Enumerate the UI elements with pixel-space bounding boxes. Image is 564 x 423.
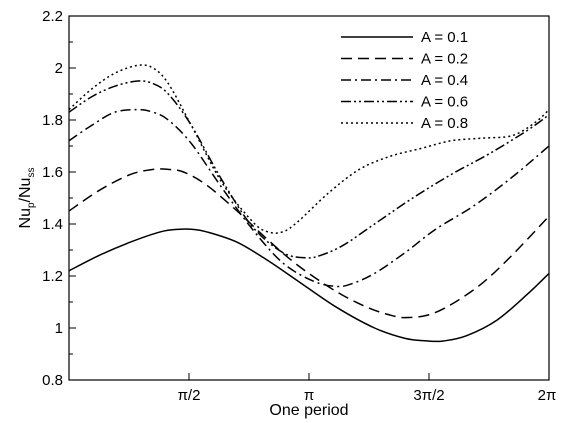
- y-tick-label: 1.6: [42, 164, 63, 181]
- series-line-1: [68, 228, 550, 343]
- series-line-3: [68, 108, 550, 288]
- y-tick-label: 1: [55, 320, 63, 337]
- y-label-main: Nu: [17, 208, 34, 228]
- series-line-2: [68, 168, 550, 319]
- y-tick-label: 0.8: [42, 372, 63, 389]
- x-tick-labels: π/2 π 3π/2 2π: [178, 387, 557, 404]
- series-line-5: [68, 64, 550, 234]
- legend: A = 0.1 A = 0.2 A = 0.4 A = 0.6 A = 0.8: [341, 29, 468, 132]
- y-label-sub-p: p: [26, 202, 37, 208]
- legend-label-5: A = 0.8: [421, 115, 468, 132]
- series-lines: [68, 64, 550, 343]
- x-tick-label: π: [304, 387, 314, 404]
- legend-label-3: A = 0.4: [421, 72, 468, 89]
- series-line-4: [68, 80, 550, 259]
- y-tick-label: 2: [55, 60, 63, 77]
- x-axis-label: One period: [269, 402, 348, 419]
- legend-label-1: A = 0.1: [421, 29, 468, 46]
- y-tick-label: 1.2: [42, 268, 63, 285]
- y-tick-labels: 0.8 1 1.2 1.4 1.6 1.8 2 2.2: [42, 8, 63, 389]
- legend-label-2: A = 0.2: [421, 51, 468, 68]
- axis-ticks: [69, 15, 550, 381]
- y-label-sub-ss: ss: [26, 168, 37, 178]
- x-tick-label: 3π/2: [413, 387, 444, 404]
- x-tick-label: 2π: [538, 387, 557, 404]
- plot-frame: [68, 15, 550, 381]
- x-tick-label: π/2: [178, 387, 201, 404]
- y-axis-label: Nup/Nuss: [17, 168, 37, 229]
- y-tick-label: 2.2: [42, 8, 63, 25]
- y-label-mid: /Nu: [17, 178, 34, 203]
- y-tick-label: 1.8: [42, 112, 63, 129]
- legend-label-4: A = 0.6: [421, 94, 468, 111]
- y-tick-label: 1.4: [42, 216, 63, 233]
